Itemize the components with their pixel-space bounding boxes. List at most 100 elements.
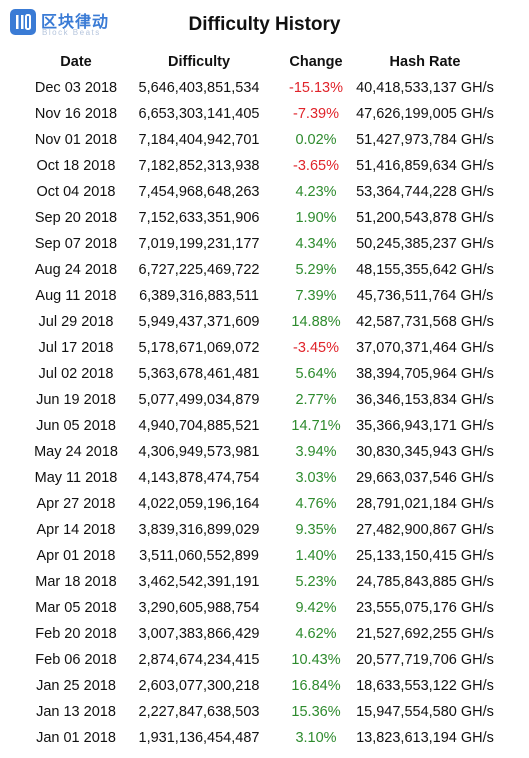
hash-rate-cell: 23,555,075,176 GH/s <box>356 600 494 616</box>
difficulty-cell: 7,184,404,942,701 <box>138 132 260 148</box>
hash-rate-cell: 29,663,037,546 GH/s <box>356 470 494 486</box>
hash-rate-cell: 51,200,543,878 GH/s <box>356 210 494 226</box>
hash-rate-cell: 24,785,843,885 GH/s <box>356 574 494 590</box>
date-cell: Jul 02 2018 <box>38 366 114 382</box>
page-title: Difficulty History <box>188 14 341 35</box>
change-cell: 15.36% <box>291 704 341 720</box>
difficulty-cell: 2,874,674,234,415 <box>138 652 260 668</box>
change-cell: 5.64% <box>295 366 337 382</box>
change-cell: -3.65% <box>293 158 339 174</box>
change-cell: -15.13% <box>288 80 344 96</box>
difficulty-cell: 5,646,403,851,534 <box>138 80 260 96</box>
hash-rate-cell: 47,626,199,005 GH/s <box>356 106 494 122</box>
change-cell: 9.42% <box>295 600 337 616</box>
hash-rate-cell: 36,346,153,834 GH/s <box>356 392 494 408</box>
difficulty-cell: 5,949,437,371,609 <box>138 314 260 330</box>
difficulty-cell: 4,022,059,196,164 <box>138 496 260 512</box>
column-header: Difficulty <box>167 54 231 70</box>
change-cell: 3.10% <box>295 730 337 746</box>
date-cell: Feb 06 2018 <box>35 652 117 668</box>
change-cell: 16.84% <box>291 678 341 694</box>
hash-rate-cell: 13,823,613,194 GH/s <box>356 730 494 746</box>
logo-text: 区块律动 <box>41 14 110 31</box>
date-cell: Oct 04 2018 <box>36 184 116 200</box>
logo-subtitle: Block Beats <box>42 28 101 37</box>
hash-rate-cell: 51,416,859,634 GH/s <box>356 158 494 174</box>
difficulty-cell: 1,931,136,454,487 <box>138 730 260 746</box>
change-cell: -7.39% <box>293 106 339 122</box>
date-cell: Aug 24 2018 <box>34 262 118 278</box>
hash-rate-cell: 27,482,900,867 GH/s <box>356 522 494 538</box>
date-cell: Dec 03 2018 <box>34 80 118 96</box>
change-cell: 10.43% <box>291 652 341 668</box>
date-cell: Mar 18 2018 <box>35 574 117 590</box>
hash-rate-cell: 38,394,705,964 GH/s <box>356 366 494 382</box>
hash-rate-cell: 48,155,355,642 GH/s <box>356 262 494 278</box>
change-cell: 4.23% <box>295 184 337 200</box>
difficulty-cell: 7,019,199,231,177 <box>138 236 260 252</box>
date-cell: May 24 2018 <box>34 444 118 460</box>
hash-rate-cell: 53,364,744,228 GH/s <box>356 184 494 200</box>
date-cell: Jan 01 2018 <box>36 730 116 746</box>
change-cell: 4.76% <box>295 496 337 512</box>
date-cell: Jul 29 2018 <box>38 314 114 330</box>
change-cell: 14.71% <box>291 418 341 434</box>
date-cell: Oct 18 2018 <box>36 158 116 174</box>
difficulty-cell: 3,839,316,899,029 <box>138 522 260 538</box>
date-cell: Apr 01 2018 <box>36 548 116 564</box>
hash-rate-cell: 40,418,533,137 GH/s <box>356 80 494 96</box>
hash-rate-cell: 21,527,692,255 GH/s <box>356 626 494 642</box>
difficulty-cell: 4,940,704,885,521 <box>138 418 260 434</box>
date-cell: Jul 17 2018 <box>38 340 114 356</box>
date-cell: Jan 13 2018 <box>36 704 116 720</box>
date-cell: Jan 25 2018 <box>36 678 116 694</box>
difficulty-cell: 2,603,077,300,218 <box>138 678 260 694</box>
logo-icon <box>10 9 36 35</box>
change-cell: 9.35% <box>295 522 337 538</box>
hash-rate-cell: 35,366,943,171 GH/s <box>356 418 494 434</box>
difficulty-cell: 6,653,303,141,405 <box>138 106 260 122</box>
difficulty-cell: 2,227,847,638,503 <box>138 704 260 720</box>
difficulty-cell: 6,727,225,469,722 <box>138 262 260 278</box>
hash-rate-cell: 28,791,021,184 GH/s <box>356 496 494 512</box>
date-cell: Nov 01 2018 <box>34 132 118 148</box>
hash-rate-cell: 37,070,371,464 GH/s <box>356 340 494 356</box>
change-cell: 14.88% <box>291 314 341 330</box>
date-cell: Sep 20 2018 <box>34 210 118 226</box>
change-cell: 5.29% <box>295 262 337 278</box>
change-cell: 7.39% <box>295 288 337 304</box>
date-cell: Apr 27 2018 <box>36 496 116 512</box>
difficulty-cell: 7,182,852,313,938 <box>138 158 260 174</box>
difficulty-cell: 7,454,968,648,263 <box>138 184 260 200</box>
difficulty-cell: 3,007,383,866,429 <box>138 626 260 642</box>
difficulty-cell: 3,462,542,391,191 <box>138 574 260 590</box>
hash-rate-cell: 42,587,731,568 GH/s <box>356 314 494 330</box>
date-cell: Jun 19 2018 <box>36 392 116 408</box>
difficulty-cell: 5,077,499,034,879 <box>138 392 260 408</box>
change-cell: 2.77% <box>295 392 337 408</box>
difficulty-cell: 5,363,678,461,481 <box>138 366 260 382</box>
column-header: Hash Rate <box>389 54 461 70</box>
difficulty-cell: 3,511,060,552,899 <box>139 548 259 564</box>
hash-rate-cell: 51,427,973,784 GH/s <box>356 132 494 148</box>
change-cell: 4.62% <box>295 626 337 642</box>
change-cell: 3.94% <box>295 444 337 460</box>
change-cell: -3.45% <box>293 340 339 356</box>
hash-rate-cell: 20,577,719,706 GH/s <box>356 652 494 668</box>
change-cell: 3.03% <box>295 470 337 486</box>
difficulty-cell: 4,306,949,573,981 <box>138 444 260 460</box>
difficulty-cell: 6,389,316,883,511 <box>139 288 259 304</box>
difficulty-cell: 4,143,878,474,754 <box>138 470 260 486</box>
hash-rate-cell: 25,133,150,415 GH/s <box>356 548 494 564</box>
date-cell: May 11 2018 <box>34 470 118 486</box>
date-cell: Sep 07 2018 <box>34 236 118 252</box>
change-cell: 0.02% <box>295 132 337 148</box>
change-cell: 1.40% <box>295 548 337 564</box>
hash-rate-cell: 50,245,385,237 GH/s <box>356 236 494 252</box>
date-cell: Aug 11 2018 <box>35 288 117 304</box>
date-cell: Mar 05 2018 <box>35 600 117 616</box>
column-header: Date <box>60 54 92 70</box>
difficulty-cell: 5,178,671,069,072 <box>138 340 260 356</box>
difficulty-cell: 3,290,605,988,754 <box>138 600 260 616</box>
